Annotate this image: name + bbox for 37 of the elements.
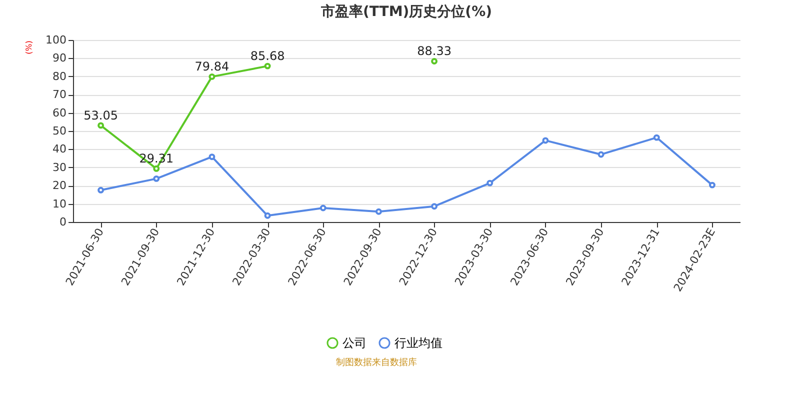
point: [208, 154, 216, 160]
y-tick-label: 60: [52, 106, 66, 120]
point: [653, 134, 660, 141]
point: [208, 73, 216, 80]
point: [264, 62, 271, 70]
point: [320, 204, 326, 212]
y-tick-label: 20: [52, 179, 66, 192]
point: [431, 203, 438, 210]
data-label: 85.68: [250, 49, 285, 64]
legend-label: 行业均值: [394, 336, 442, 350]
point: [542, 137, 549, 144]
point: [375, 208, 382, 215]
point: [431, 58, 438, 64]
point: [98, 186, 104, 194]
y-tick-label: 50: [52, 124, 66, 138]
y-tick-label: 100: [46, 34, 66, 46]
point: [153, 175, 160, 182]
y-tick-label: 10: [52, 197, 66, 210]
chart-title: 市盈率(TTM)历史分位(%): [320, 3, 492, 20]
point: [98, 122, 104, 129]
y-tick-label: 80: [52, 70, 66, 83]
data-label: 79.84: [194, 60, 230, 74]
y-axis-title: (%): [24, 40, 34, 54]
point: [708, 182, 716, 188]
point: [264, 212, 271, 219]
y-tick-label: 0: [60, 216, 66, 228]
y-tick-label: 90: [52, 52, 66, 65]
text: 制图数据来自数据库: [336, 357, 417, 368]
y-tick-label: 30: [52, 160, 66, 174]
point: [153, 165, 160, 172]
data-label: 88.33: [417, 44, 452, 58]
y-tick-label: 70: [52, 88, 66, 102]
point: [486, 180, 494, 186]
data-label: 53.05: [84, 108, 118, 122]
y-tick-label: 40: [52, 142, 66, 156]
point: [598, 151, 604, 158]
legend-label: 公司: [342, 336, 366, 350]
